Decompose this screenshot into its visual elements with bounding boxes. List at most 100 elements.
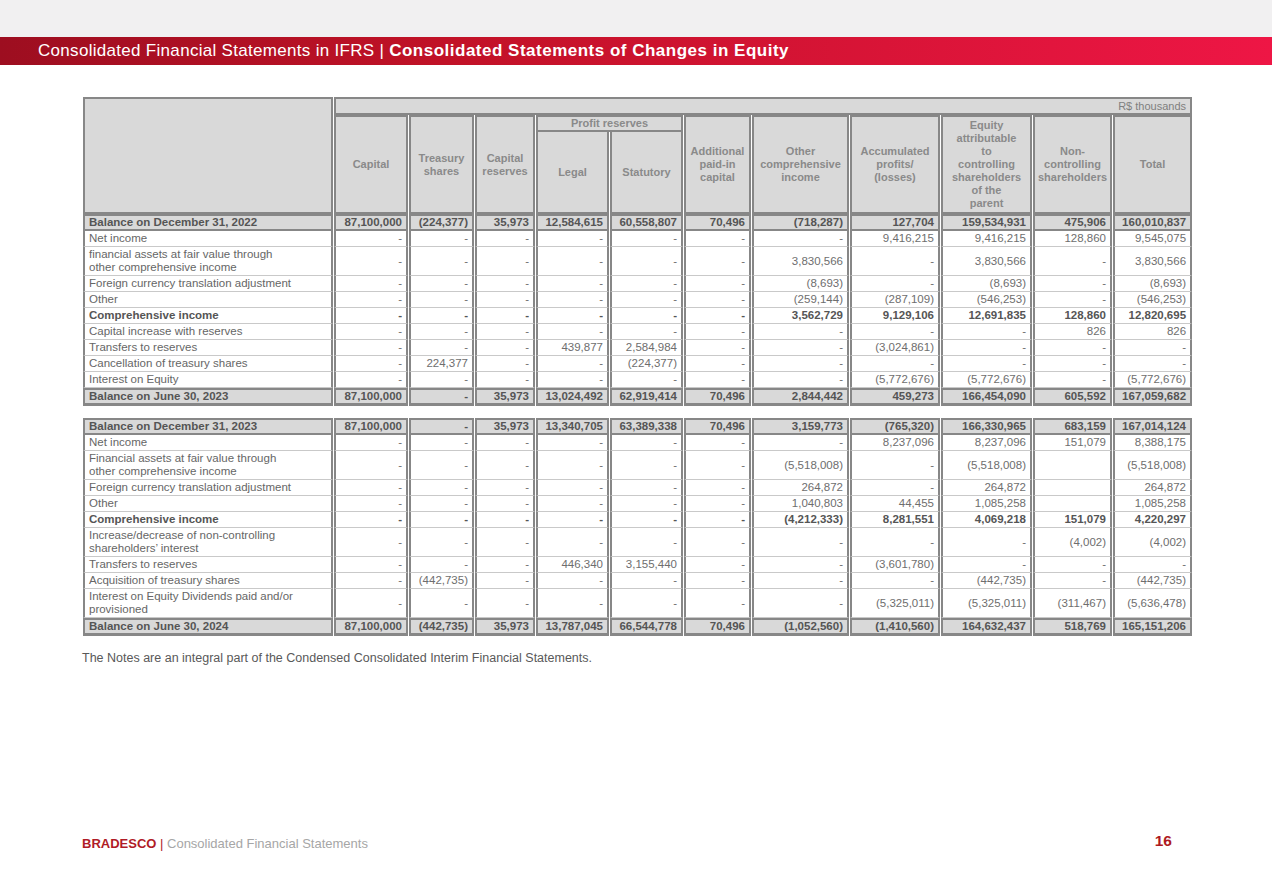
value-cell: (4,002) xyxy=(1033,528,1112,557)
value-cell: - xyxy=(334,308,408,324)
value-cell xyxy=(1033,480,1112,496)
table-row: Balance on June 30, 202387,100,000-35,97… xyxy=(83,388,1192,406)
value-cell: - xyxy=(475,480,535,496)
value-cell: 70,496 xyxy=(684,388,751,406)
value-cell: 66,544,778 xyxy=(610,618,683,636)
col-header-equity-parent: Equity attributable to controlling share… xyxy=(941,115,1032,214)
value-cell: - xyxy=(409,435,474,451)
value-cell: - xyxy=(409,528,474,557)
value-cell: (546,253) xyxy=(1113,292,1192,308)
value-cell: - xyxy=(1033,356,1112,372)
row-label: Acquisition of treasury shares xyxy=(83,573,333,589)
value-cell: - xyxy=(850,573,940,589)
col-header-oci: Other comprehensive income xyxy=(752,115,849,214)
table-row: Net income-------8,237,0968,237,096151,0… xyxy=(83,435,1192,451)
value-cell: - xyxy=(752,356,849,372)
col-header-total: Total xyxy=(1113,115,1192,214)
value-cell: - xyxy=(334,528,408,557)
value-cell: - xyxy=(475,231,535,247)
row-label: Other xyxy=(83,496,333,512)
equity-statement-table: R$ thousands Capital Treasury shares Cap… xyxy=(82,97,1194,636)
table-row: Transfers to reserves---439,8772,584,984… xyxy=(83,340,1192,356)
value-cell: - xyxy=(536,292,609,308)
page: Consolidated Financial Statements in IFR… xyxy=(0,0,1272,894)
value-cell: - xyxy=(752,589,849,618)
value-cell: 87,100,000 xyxy=(334,618,408,636)
value-cell: - xyxy=(941,557,1032,573)
title-bar: Consolidated Financial Statements in IFR… xyxy=(0,37,1272,65)
value-cell: - xyxy=(475,340,535,356)
value-cell: - xyxy=(536,496,609,512)
value-cell: - xyxy=(610,276,683,292)
value-cell: - xyxy=(475,589,535,618)
value-cell: - xyxy=(536,231,609,247)
value-cell: - xyxy=(409,340,474,356)
value-cell: (1,052,560) xyxy=(752,618,849,636)
value-cell: 3,830,566 xyxy=(752,247,849,276)
value-cell: - xyxy=(334,496,408,512)
value-cell: - xyxy=(684,435,751,451)
value-cell: - xyxy=(684,451,751,480)
value-cell: - xyxy=(941,340,1032,356)
value-cell: (442,735) xyxy=(409,573,474,589)
table-row: Foreign currency translation adjustment-… xyxy=(83,276,1192,292)
value-cell: - xyxy=(684,340,751,356)
table-row: Balance on June 30, 202487,100,000(442,7… xyxy=(83,618,1192,636)
value-cell: 683,159 xyxy=(1033,418,1112,435)
value-cell: - xyxy=(850,451,940,480)
footer-separator: | xyxy=(160,836,167,851)
value-cell: - xyxy=(684,324,751,340)
value-cell: 62,919,414 xyxy=(610,388,683,406)
value-cell: - xyxy=(334,372,408,388)
value-cell: - xyxy=(850,324,940,340)
value-cell: 8,281,551 xyxy=(850,512,940,528)
value-cell: - xyxy=(409,480,474,496)
table-row: Cancellation of treasury shares-224,377-… xyxy=(83,356,1192,372)
table-row: Transfers to reserves---446,3403,155,440… xyxy=(83,557,1192,573)
value-cell: 35,973 xyxy=(475,214,535,231)
value-cell: 475,906 xyxy=(1033,214,1112,231)
value-cell: 459,273 xyxy=(850,388,940,406)
row-label: financial assets at fair value through o… xyxy=(83,247,333,276)
value-cell: - xyxy=(536,528,609,557)
value-cell: - xyxy=(334,276,408,292)
col-header-legal: Legal xyxy=(536,132,609,214)
value-cell: - xyxy=(752,573,849,589)
value-cell: (5,518,008) xyxy=(1113,451,1192,480)
value-cell: 9,545,075 xyxy=(1113,231,1192,247)
value-cell: (5,518,008) xyxy=(941,451,1032,480)
row-label: Balance on June 30, 2024 xyxy=(83,618,333,636)
value-cell: (5,772,676) xyxy=(941,372,1032,388)
value-cell: 167,059,682 xyxy=(1113,388,1192,406)
value-cell: 3,830,566 xyxy=(941,247,1032,276)
value-cell: 446,340 xyxy=(536,557,609,573)
value-cell: - xyxy=(409,231,474,247)
col-header-capital: Capital xyxy=(334,115,408,214)
value-cell: 2,584,984 xyxy=(610,340,683,356)
table-row: Other------1,040,80344,4551,085,2581,085… xyxy=(83,496,1192,512)
row-label: Interest on Equity Dividends paid and/or… xyxy=(83,589,333,618)
table-row: Financial assets at fair value through o… xyxy=(83,451,1192,480)
value-cell: 35,973 xyxy=(475,388,535,406)
value-cell: 160,010,837 xyxy=(1113,214,1192,231)
value-cell: - xyxy=(536,451,609,480)
value-cell: 9,416,215 xyxy=(941,231,1032,247)
value-cell: 12,584,615 xyxy=(536,214,609,231)
col-header-statutory: Statutory xyxy=(610,132,683,214)
value-cell: - xyxy=(409,496,474,512)
value-cell: - xyxy=(475,276,535,292)
value-cell: - xyxy=(475,496,535,512)
value-cell: 70,496 xyxy=(684,214,751,231)
table-corner-cell xyxy=(83,97,333,214)
value-cell: - xyxy=(409,292,474,308)
col-header-accumulated: Accumulated profits/ (losses) xyxy=(850,115,940,214)
value-cell: - xyxy=(475,308,535,324)
value-cell: - xyxy=(334,292,408,308)
value-cell: - xyxy=(684,356,751,372)
value-cell: 87,100,000 xyxy=(334,214,408,231)
value-cell: - xyxy=(409,418,474,435)
value-cell: (8,693) xyxy=(941,276,1032,292)
value-cell: - xyxy=(752,372,849,388)
value-cell: - xyxy=(1113,557,1192,573)
table-section-1: R$ thousands Capital Treasury shares Cap… xyxy=(82,97,1193,406)
